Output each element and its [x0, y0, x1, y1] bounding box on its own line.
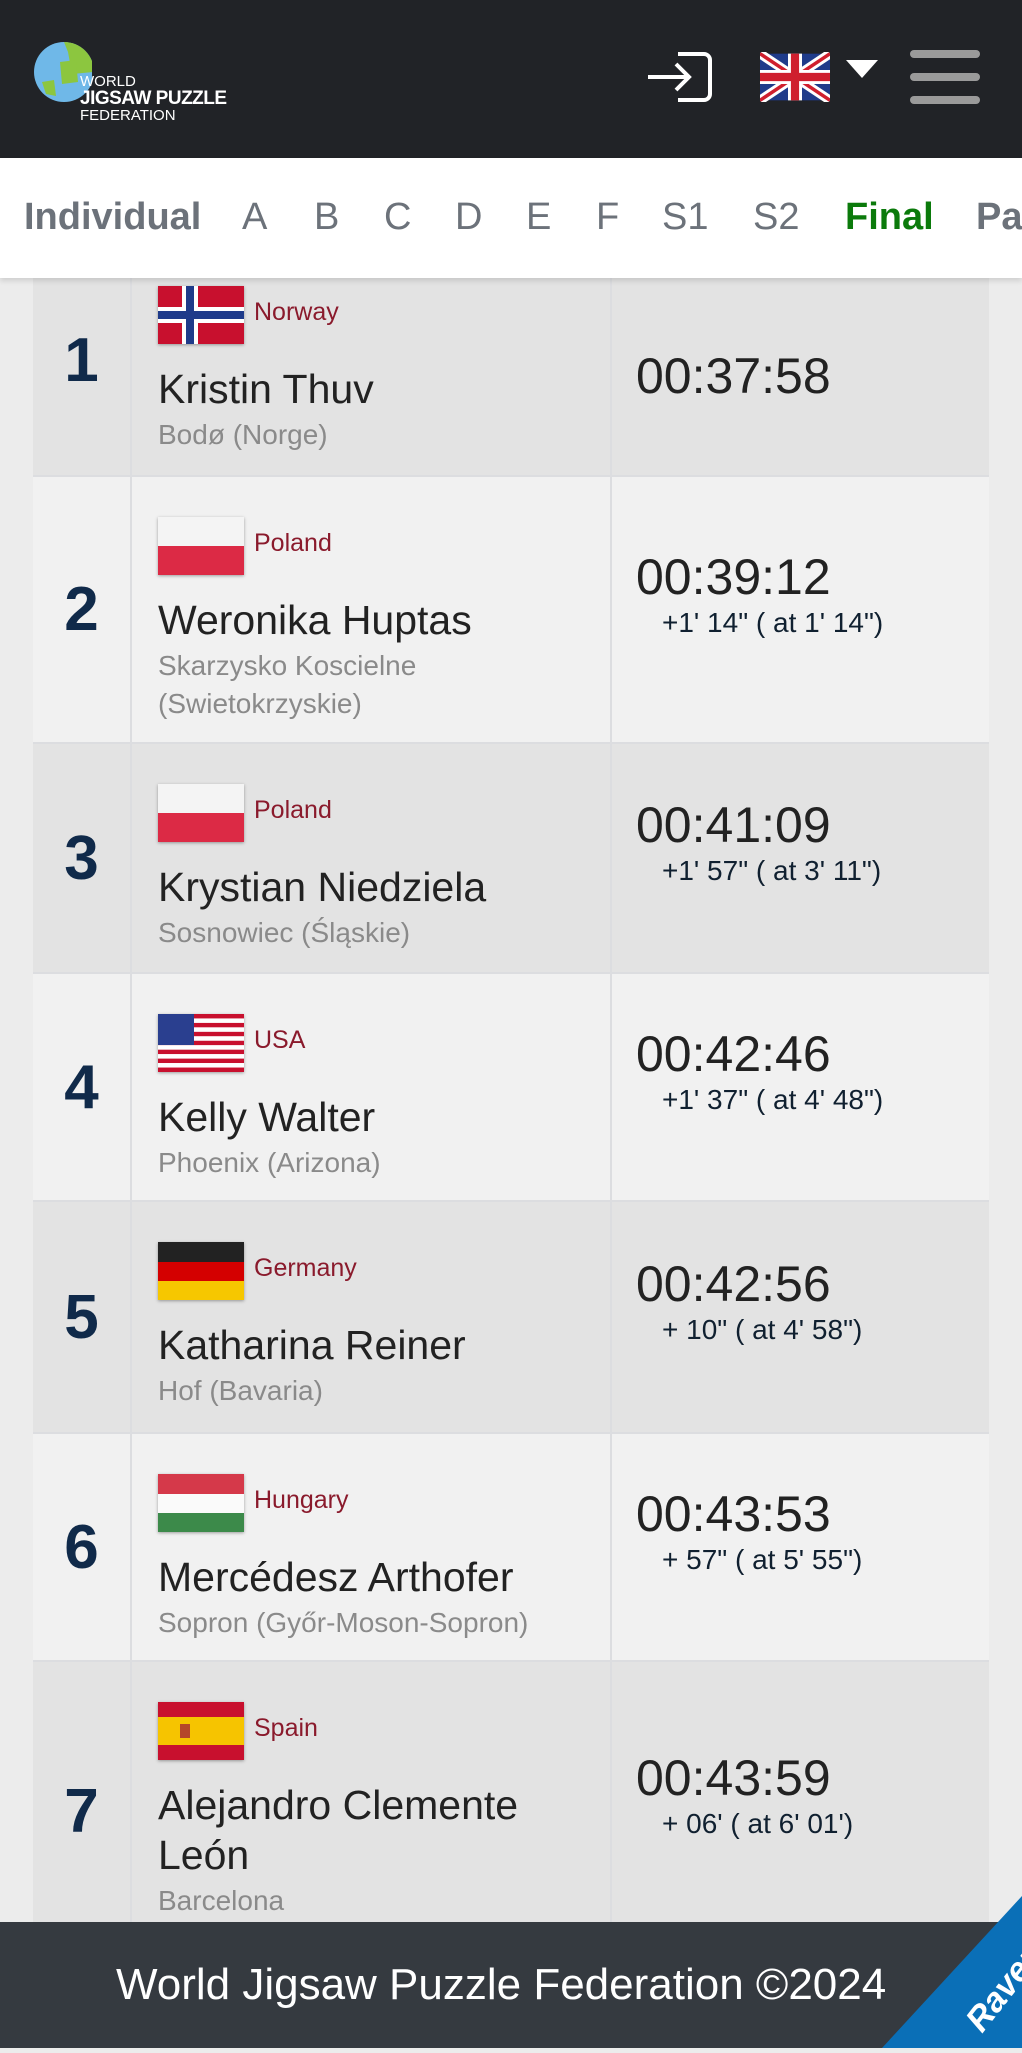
spain-flag-icon — [158, 1702, 244, 1760]
ravensburger-badge[interactable]: Ravensburger — [822, 1748, 1022, 2048]
result-row[interactable]: 4 USA Kelly Walter Phoenix (Arizona) 00:42:4… — [33, 974, 989, 1202]
finish-time: 00:42:46 — [636, 1026, 831, 1082]
finish-time: 00:39:12 — [636, 548, 831, 605]
competitor-name[interactable]: Alejandro Clemente León — [158, 1782, 519, 1878]
result-row[interactable]: 5 Germany Katharina Reiner Hof (Bavaria) 00:… — [33, 1202, 989, 1434]
competitor-info: Poland Krystian Niedziela Sosnowiec (Śląsk… — [132, 744, 612, 972]
competitor-info: Poland Weronika Huptas Skarzysko Koscielne… — [132, 477, 612, 742]
competitor-name[interactable]: Mercédesz Arthofer — [158, 1554, 514, 1600]
tab-b[interactable]: B — [314, 196, 340, 238]
tab-f[interactable]: F — [596, 196, 620, 238]
usa-flag-icon — [158, 1014, 244, 1072]
competitor-info: Norway Kristin Thuv Bodø (Norge) — [132, 246, 612, 475]
rank: 4 — [33, 974, 132, 1200]
tab-s1[interactable]: S1 — [662, 196, 709, 238]
rank: 6 — [33, 1434, 132, 1660]
competitor-name[interactable]: Weronika Huptas — [158, 597, 472, 643]
country: Germany — [254, 1254, 357, 1282]
tab-d[interactable]: D — [455, 196, 483, 238]
tab-s2[interactable]: S2 — [753, 196, 800, 238]
time-gap: +1' 37" ( at 4' 48") — [662, 1084, 884, 1115]
rank: 1 — [33, 246, 132, 475]
finish-time: 00:43:53 — [636, 1486, 831, 1542]
logo-text: WORLD JIGSAW PUZZLE FEDERATION — [80, 73, 227, 124]
wjpf-logo[interactable]: WORLD JIGSAW PUZZLE FEDERATION — [32, 32, 252, 124]
competitor-city: Hof (Bavaria) — [158, 1375, 323, 1406]
finish-time: 00:43:59 — [636, 1750, 831, 1806]
tab-final[interactable]: Final — [845, 196, 934, 238]
time-cell: 00:43:59 + 06' ( at 6' 01') — [612, 1662, 989, 1960]
time-gap: +1' 57" ( at 3' 11") — [662, 855, 882, 886]
time-cell: 00:43:53 + 57" ( at 5' 55") — [612, 1434, 989, 1660]
competitor-info: Hungary Mercédesz Arthofer Sopron (Győr-Mo… — [132, 1434, 612, 1660]
finish-time: 00:42:56 — [636, 1256, 831, 1312]
results-table: 1 Norway Kristin Thuv Bodø (Norge) 00:37:58 2… — [33, 246, 989, 1962]
competitor-city: Sopron (Győr-Moson-Sopron) — [158, 1607, 529, 1638]
finish-time: 00:41:09 — [636, 797, 831, 853]
language-selector[interactable] — [757, 49, 833, 105]
competitor-info: Spain Alejandro Clemente León Barcelona — [132, 1662, 612, 1960]
country: Spain — [254, 1714, 318, 1742]
time-cell: 00:41:09 +1' 57" ( at 3' 11") — [612, 744, 989, 972]
competitor-city: Phoenix (Arizona) — [158, 1147, 381, 1178]
ravensburger-logo: Ravensburger — [882, 1834, 1022, 2048]
tab-c[interactable]: C — [384, 196, 412, 238]
norway-flag-icon — [158, 286, 244, 344]
competitor-info: Germany Katharina Reiner Hof (Bavaria) — [132, 1202, 612, 1432]
competitor-name[interactable]: Kelly Walter — [158, 1094, 376, 1140]
hamburger-icon[interactable] — [910, 50, 980, 104]
result-row[interactable]: 6 Hungary Mercédesz Arthofer Sopron (Győr-M… — [33, 1434, 989, 1662]
time-cell: 00:37:58 — [612, 246, 989, 475]
uk-flag-icon — [757, 49, 833, 105]
time-gap: + 06' ( at 6' 01') — [662, 1808, 854, 1839]
competitor-info: USA Kelly Walter Phoenix (Arizona) — [132, 974, 612, 1200]
tab-pairs[interactable]: Pa — [976, 196, 1022, 238]
country: Poland — [254, 796, 332, 824]
country: Norway — [254, 298, 339, 326]
time-cell: 00:42:56 + 10" ( at 4' 58") — [612, 1202, 989, 1432]
login-button[interactable] — [646, 50, 714, 104]
time-cell: 00:39:12 +1' 14" ( at 1' 14") — [612, 477, 989, 742]
competitor-name[interactable]: Katharina Reiner — [158, 1322, 466, 1368]
competitor-city: Sosnowiec (Śląskie) — [158, 917, 411, 948]
competitor-name[interactable]: Krystian Niedziela — [158, 864, 487, 910]
tab-e[interactable]: E — [526, 196, 552, 238]
country: USA — [254, 1026, 306, 1054]
result-row[interactable]: 3 Poland Krystian Niedziela Sosnowiec (Śląs… — [33, 744, 989, 974]
competitor-city: Barcelona — [158, 1885, 285, 1916]
result-row[interactable]: 1 Norway Kristin Thuv Bodø (Norge) 00:37:58 — [33, 246, 989, 477]
poland-flag-icon — [158, 784, 244, 842]
germany-flag-icon — [158, 1242, 244, 1300]
competitor-city: Skarzysko Koscielne (Swietokrzyskie) — [158, 650, 417, 719]
time-cell: 00:42:46 +1' 37" ( at 4' 48") — [612, 974, 989, 1200]
result-row[interactable]: 7 Spain Alejandro Clemente León Barcelona 00… — [33, 1662, 989, 1962]
round-tabs: Individual A B C D E F S1 S2 Final Pa — [0, 158, 1022, 278]
time-gap: + 57" ( at 5' 55") — [662, 1544, 863, 1575]
footer: World Jigsaw Puzzle Federation ©2024 — [0, 1922, 1022, 2048]
copyright-text: World Jigsaw Puzzle Federation ©2024 — [116, 1960, 887, 2009]
rank: 2 — [33, 477, 132, 742]
tab-a[interactable]: A — [242, 196, 268, 238]
finish-time: 00:37:58 — [636, 347, 831, 404]
time-gap: + 10" ( at 4' 58") — [662, 1314, 863, 1345]
tab-individual[interactable]: Individual — [24, 196, 202, 238]
login-icon — [648, 52, 712, 102]
rank: 5 — [33, 1202, 132, 1432]
header: WORLD JIGSAW PUZZLE FEDERATION — [0, 0, 1022, 158]
result-row[interactable]: 2 Poland Weronika Huptas Skarzysko Koscieln… — [33, 477, 989, 744]
poland-flag-icon — [158, 517, 244, 575]
competitor-city: Bodø (Norge) — [158, 419, 328, 450]
hungary-flag-icon — [158, 1474, 244, 1532]
time-gap: +1' 14" ( at 1' 14") — [662, 606, 884, 638]
chevron-down-icon[interactable] — [846, 60, 878, 78]
globe-puzzle-icon — [34, 42, 94, 102]
rank: 3 — [33, 744, 132, 972]
rank: 7 — [33, 1662, 132, 1960]
competitor-name[interactable]: Kristin Thuv — [158, 366, 374, 412]
country: Poland — [254, 529, 332, 557]
country: Hungary — [254, 1486, 349, 1514]
